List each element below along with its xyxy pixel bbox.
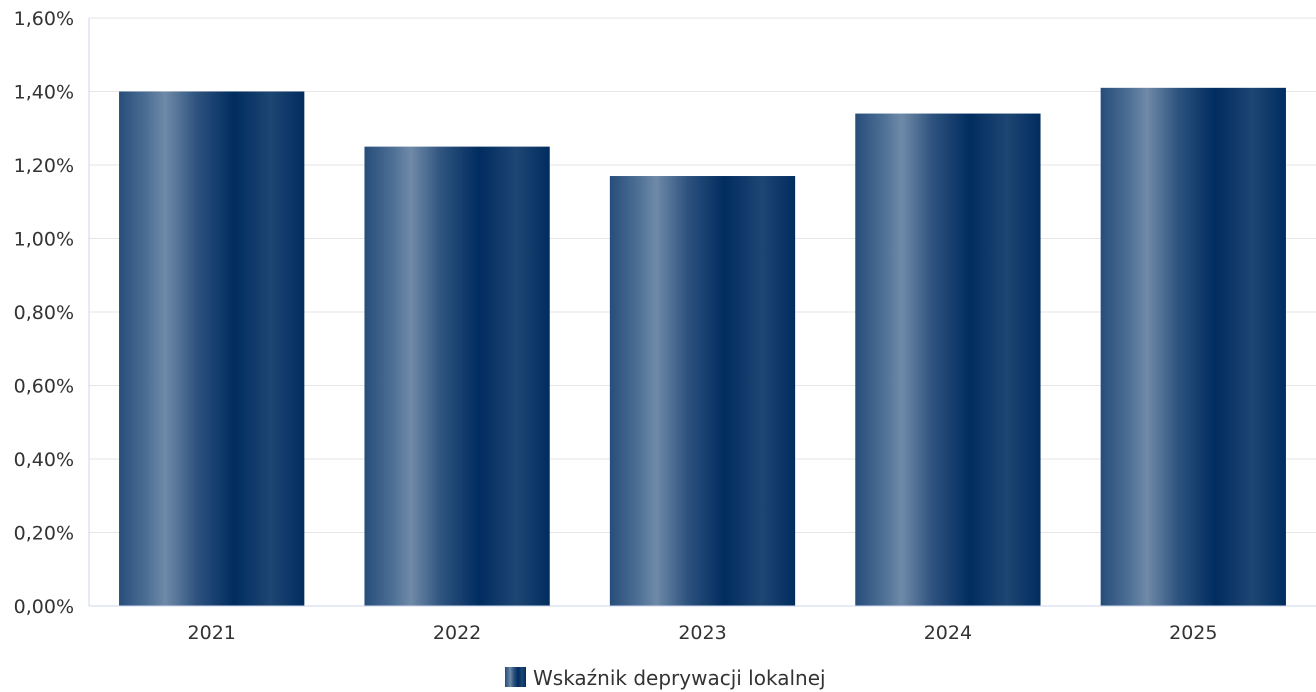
x-axis-ticks: 2021 2022 2023 2024 2025: [188, 622, 1218, 644]
x-tick-label: 2023: [678, 622, 726, 644]
y-tick-label: 0,40%: [14, 449, 74, 471]
y-tick-label: 0,60%: [14, 376, 74, 398]
y-tick-label: 1,00%: [14, 229, 74, 251]
y-tick-label: 1,60%: [14, 8, 74, 30]
x-tick-label: 2024: [924, 622, 972, 644]
y-axis-ticks: 0,00% 0,20% 0,40% 0,60% 0,80% 1,00% 1,20% 1,40%…: [14, 8, 74, 618]
bar-2025[interactable]: [1100, 87, 1286, 606]
bar-2023[interactable]: [609, 176, 796, 606]
legend[interactable]: Wskaźnik deprywacji lokalnej: [505, 666, 826, 690]
y-tick-label: 0,00%: [14, 596, 74, 618]
y-tick-label: 0,80%: [14, 302, 74, 324]
bar-2021[interactable]: [119, 91, 305, 607]
legend-label: Wskaźnik deprywacji lokalnej: [533, 666, 826, 690]
legend-swatch: [505, 667, 526, 687]
x-tick-label: 2021: [188, 622, 236, 644]
axes: [88, 18, 1316, 607]
x-tick-label: 2025: [1169, 622, 1217, 644]
bars: [119, 87, 1286, 607]
bar-2022[interactable]: [364, 146, 550, 606]
y-tick-label: 1,40%: [14, 82, 74, 104]
y-tick-label: 0,20%: [14, 523, 74, 545]
bar-2024[interactable]: [855, 113, 1041, 607]
y-tick-label: 1,20%: [14, 155, 74, 177]
x-tick-label: 2022: [433, 622, 481, 644]
